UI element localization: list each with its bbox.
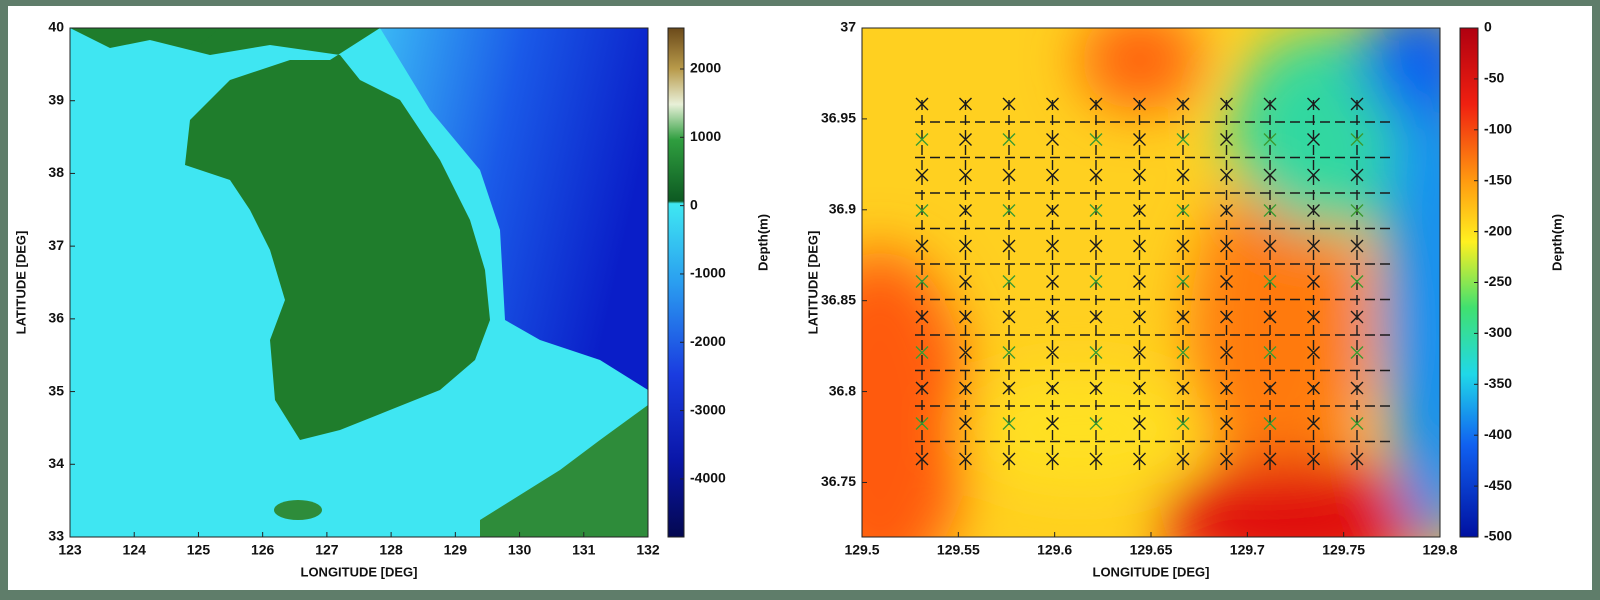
x-tick-label: 123 [58,542,82,558]
y-tick-label: 40 [48,19,64,35]
x-tick-label: 131 [572,542,596,558]
bathymetry-map [70,28,648,537]
y-tick-label: 34 [48,455,64,471]
figure: 123 124 125 126 127 128 129 130 131 132 33 34 35 36 37… [0,0,1600,600]
colorbar-tick-label: -400 [1484,426,1512,442]
y-tick-label: 33 [48,528,64,544]
colorbar-tick-label: -450 [1484,477,1512,493]
x-tick-label: 126 [251,542,275,558]
x-axis-label: LONGITUDE [DEG] [301,564,418,579]
x-tick-label: 129.7 [1230,542,1265,558]
colorbar-tick-label: -350 [1484,375,1512,391]
colorbar-tick-label: -500 [1484,528,1512,544]
colorbar-label: Depth(m) [1549,214,1564,271]
x-tick-label: 124 [123,542,147,558]
colorbar-tick-label: -200 [1484,222,1512,238]
y-axis-label: LATITUDE [DEG] [805,231,820,335]
y-tick-label: 37 [840,19,856,35]
y-tick-label: 39 [48,91,64,107]
y-tick-label: 35 [48,382,64,398]
y-tick-label: 36.8 [829,382,856,398]
colorbar-tick-label: -50 [1484,70,1504,86]
colorbar-tick-label: -3000 [690,401,726,417]
x-tick-label: 129.5 [844,542,879,558]
y-tick-label: 36.75 [821,473,856,489]
colorbar-tick-label: -4000 [690,470,726,486]
y-tick-label: 36.95 [821,110,856,126]
y-tick-label: 36 [48,310,64,326]
colorbar-tick-label: -250 [1484,273,1512,289]
x-tick-label: 128 [379,542,403,558]
y-axis-label: LATITUDE [DEG] [13,231,28,335]
x-tick-label: 129.65 [1130,542,1173,558]
colorbar-tick-label: -150 [1484,171,1512,187]
colorbar [668,28,684,537]
x-tick-label: 129.8 [1422,542,1457,558]
y-tick-label: 36.85 [821,291,856,307]
y-tick-label: 38 [48,164,64,180]
y-tick-label: 37 [48,237,64,253]
colorbar-tick-label: -300 [1484,324,1512,340]
y-tick-label: 36.9 [829,200,856,216]
x-tick-label: 130 [508,542,532,558]
x-tick-label: 132 [636,542,660,558]
x-tick-label: 129.6 [1037,542,1072,558]
colorbar-tick-label: -1000 [690,265,726,281]
colorbar-tick-label: 0 [1484,19,1492,35]
colorbar-tick-label: -100 [1484,121,1512,137]
x-tick-label: 129 [444,542,468,558]
colorbar-tick-label: 2000 [690,60,721,76]
colorbar-tick-label: 1000 [690,128,721,144]
colorbar-tick-label: -2000 [690,333,726,349]
x-axis-label: LONGITUDE [DEG] [1093,564,1210,579]
x-tick-label: 129.75 [1322,542,1365,558]
colorbar-label: Depth(m) [755,214,770,271]
x-tick-label: 129.55 [937,542,980,558]
x-tick-label: 127 [315,542,339,558]
x-tick-label: 125 [187,542,211,558]
colorbar-tick-label: 0 [690,196,698,212]
depth-map [790,0,1500,590]
